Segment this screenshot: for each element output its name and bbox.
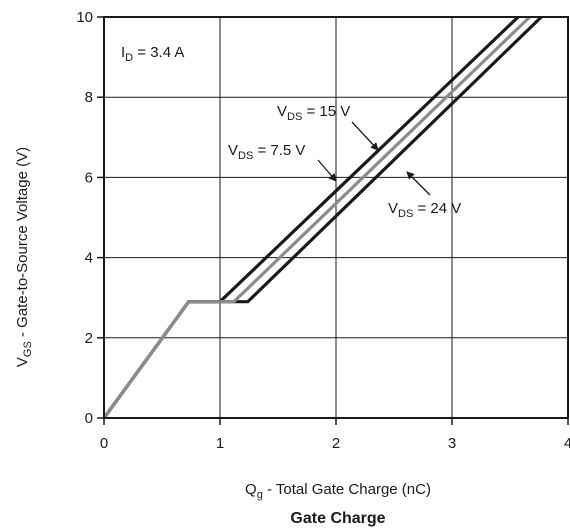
y-tick-label: 8	[85, 89, 93, 106]
series-label-7-5v: VDS = 7.5 V	[228, 142, 305, 162]
y-tick-label: 10	[76, 9, 93, 26]
x-axis-label: Qg - Total Gate Charge (nC)	[245, 481, 431, 501]
arrow-7-5v	[317, 159, 337, 182]
series-layer	[104, 17, 543, 418]
series-label-24v: VDS = 24 V	[388, 200, 461, 220]
series-line-vds-15-v	[104, 17, 531, 418]
tick-labels: 0 1 2 3 4 0 2 4 6 8 10	[76, 9, 570, 452]
x-tick-label: 2	[332, 435, 340, 452]
y-axis-label: VGS - Gate-to-Source Voltage (V)	[14, 147, 34, 367]
y-tick-label: 2	[85, 330, 93, 347]
x-tick-label: 0	[100, 435, 108, 452]
id-annotation: ID = 3.4 A	[121, 44, 184, 64]
y-tick-label: 6	[85, 169, 93, 186]
chart-title: Gate Charge	[290, 510, 385, 527]
series-label-15v: VDS = 15 V	[277, 103, 350, 123]
x-tick-label: 1	[216, 435, 224, 452]
series-line-vds-7-5-v	[104, 17, 520, 418]
y-tick-label: 4	[85, 250, 93, 267]
arrow-24v	[406, 171, 431, 196]
x-tick-label: 4	[564, 435, 570, 452]
arrow-15v	[351, 121, 379, 151]
y-tick-label: 0	[85, 410, 93, 427]
x-tick-label: 3	[448, 435, 456, 452]
